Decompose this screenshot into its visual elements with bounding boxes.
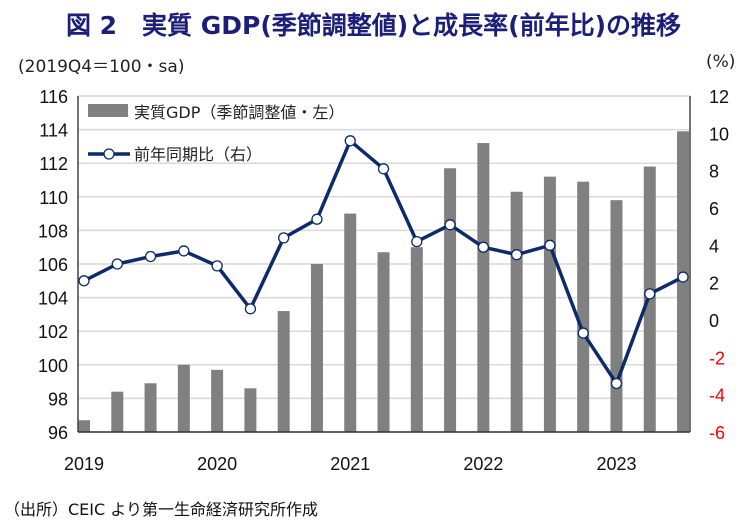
right-tick-label: -6 [709,423,725,443]
legend-bar-swatch [88,104,128,117]
right-tick-label: 2 [709,274,719,294]
yoy-point [644,288,656,300]
yoy-point [510,249,523,261]
x-tick-label: 2020 [197,454,237,474]
gdp-bar [277,311,290,432]
gdp-bar [477,143,490,433]
gdp-bar [78,420,90,432]
legend-line-label: 前年同期比（右） [134,145,262,164]
left-tick-label: 112 [39,154,68,174]
gdp-bar [610,200,623,432]
left-tick-label: 96 [48,423,68,443]
left-axis-unit: (2019Q4＝100・sa) [18,57,185,77]
source-note: （出所）CEIC より第一生命経済研究所作成 [4,500,318,519]
gdp-bar [111,391,124,432]
left-tick-label: 108 [38,221,68,241]
gdp-bar [510,191,523,432]
x-tick-label: 2023 [596,454,636,474]
right-tick-label: 4 [709,236,719,256]
gdp-bar [144,383,157,432]
left-tick-label: 114 [39,121,68,141]
left-tick-label: 104 [38,289,68,309]
left-tick-label: 100 [38,356,68,376]
x-tick-label: 2021 [330,454,370,474]
yoy-point [544,239,556,251]
right-tick-label: 0 [709,311,719,331]
gdp-bar [310,264,323,432]
gdp-bar [377,252,390,432]
yoy-point [344,135,356,147]
legend-bar-label: 実質GDP（季節調整値・左） [134,103,344,122]
right-axis-unit: (%) [706,52,736,72]
gdp-bar [410,247,423,432]
gdp-bar [444,168,457,433]
yoy-point [610,377,623,390]
yoy-point [278,232,290,244]
yoy-point [311,213,323,225]
right-tick-label: 6 [709,199,719,219]
yoy-point [244,303,257,315]
gdp-bar [211,369,224,432]
yoy-point [444,219,456,231]
gdp-bar [244,388,257,432]
gdp-bar [177,364,190,432]
gdp-bar [577,181,590,432]
right-tick-label: 8 [709,162,719,182]
chart-title: 図 2 実質 GDP(季節調整値)と成長率(前年比)の推移 [65,11,682,40]
yoy-point [411,235,423,248]
yoy-point [577,327,589,339]
gdp-bar [543,176,556,432]
yoy-point [111,258,123,270]
x-tick-label: 2019 [64,454,104,474]
left-tick-label: 110 [39,188,68,208]
gdp-bar [344,213,357,432]
left-tick-label: 116 [39,87,68,107]
yoy-point [477,241,490,253]
left-tick-label: 98 [48,389,68,409]
left-tick-label: 106 [38,255,68,275]
yoy-point [144,250,157,263]
yoy-point [211,260,223,272]
right-tick-label: 10 [709,124,729,144]
right-tick-label: -2 [709,348,725,368]
left-tick-label: 102 [38,322,68,342]
legend-line-marker [103,148,115,160]
yoy-point [377,163,390,175]
right-tick-label: 12 [709,87,729,107]
yoy-point [178,245,190,257]
yoy-point [78,275,90,287]
x-tick-label: 2022 [463,454,503,474]
yoy-point [677,271,689,283]
right-tick-label: -4 [709,386,725,406]
